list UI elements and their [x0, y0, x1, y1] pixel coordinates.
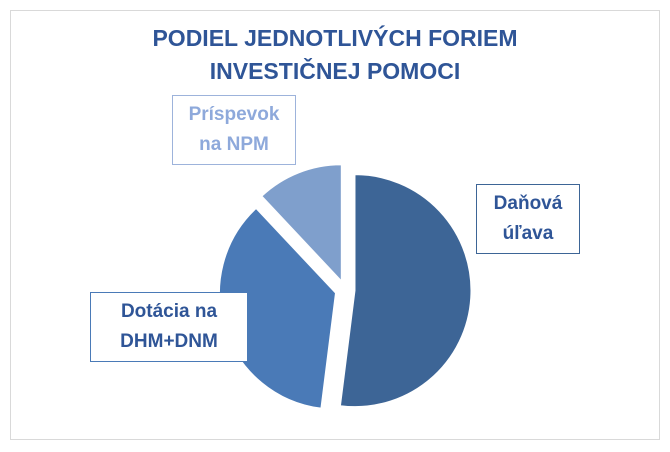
slice-label: Daňová úľava: [476, 184, 580, 254]
slice-label: Príspevok na NPM: [172, 95, 296, 165]
pie-slice: [261, 164, 342, 282]
chart-title: PODIEL JEDNOTLIVÝCH FORIEM INVESTIČNEJ P…: [152, 25, 518, 84]
pie-slice: [339, 174, 472, 408]
slice-label: Dotácia na DHM+DNM: [90, 292, 248, 362]
